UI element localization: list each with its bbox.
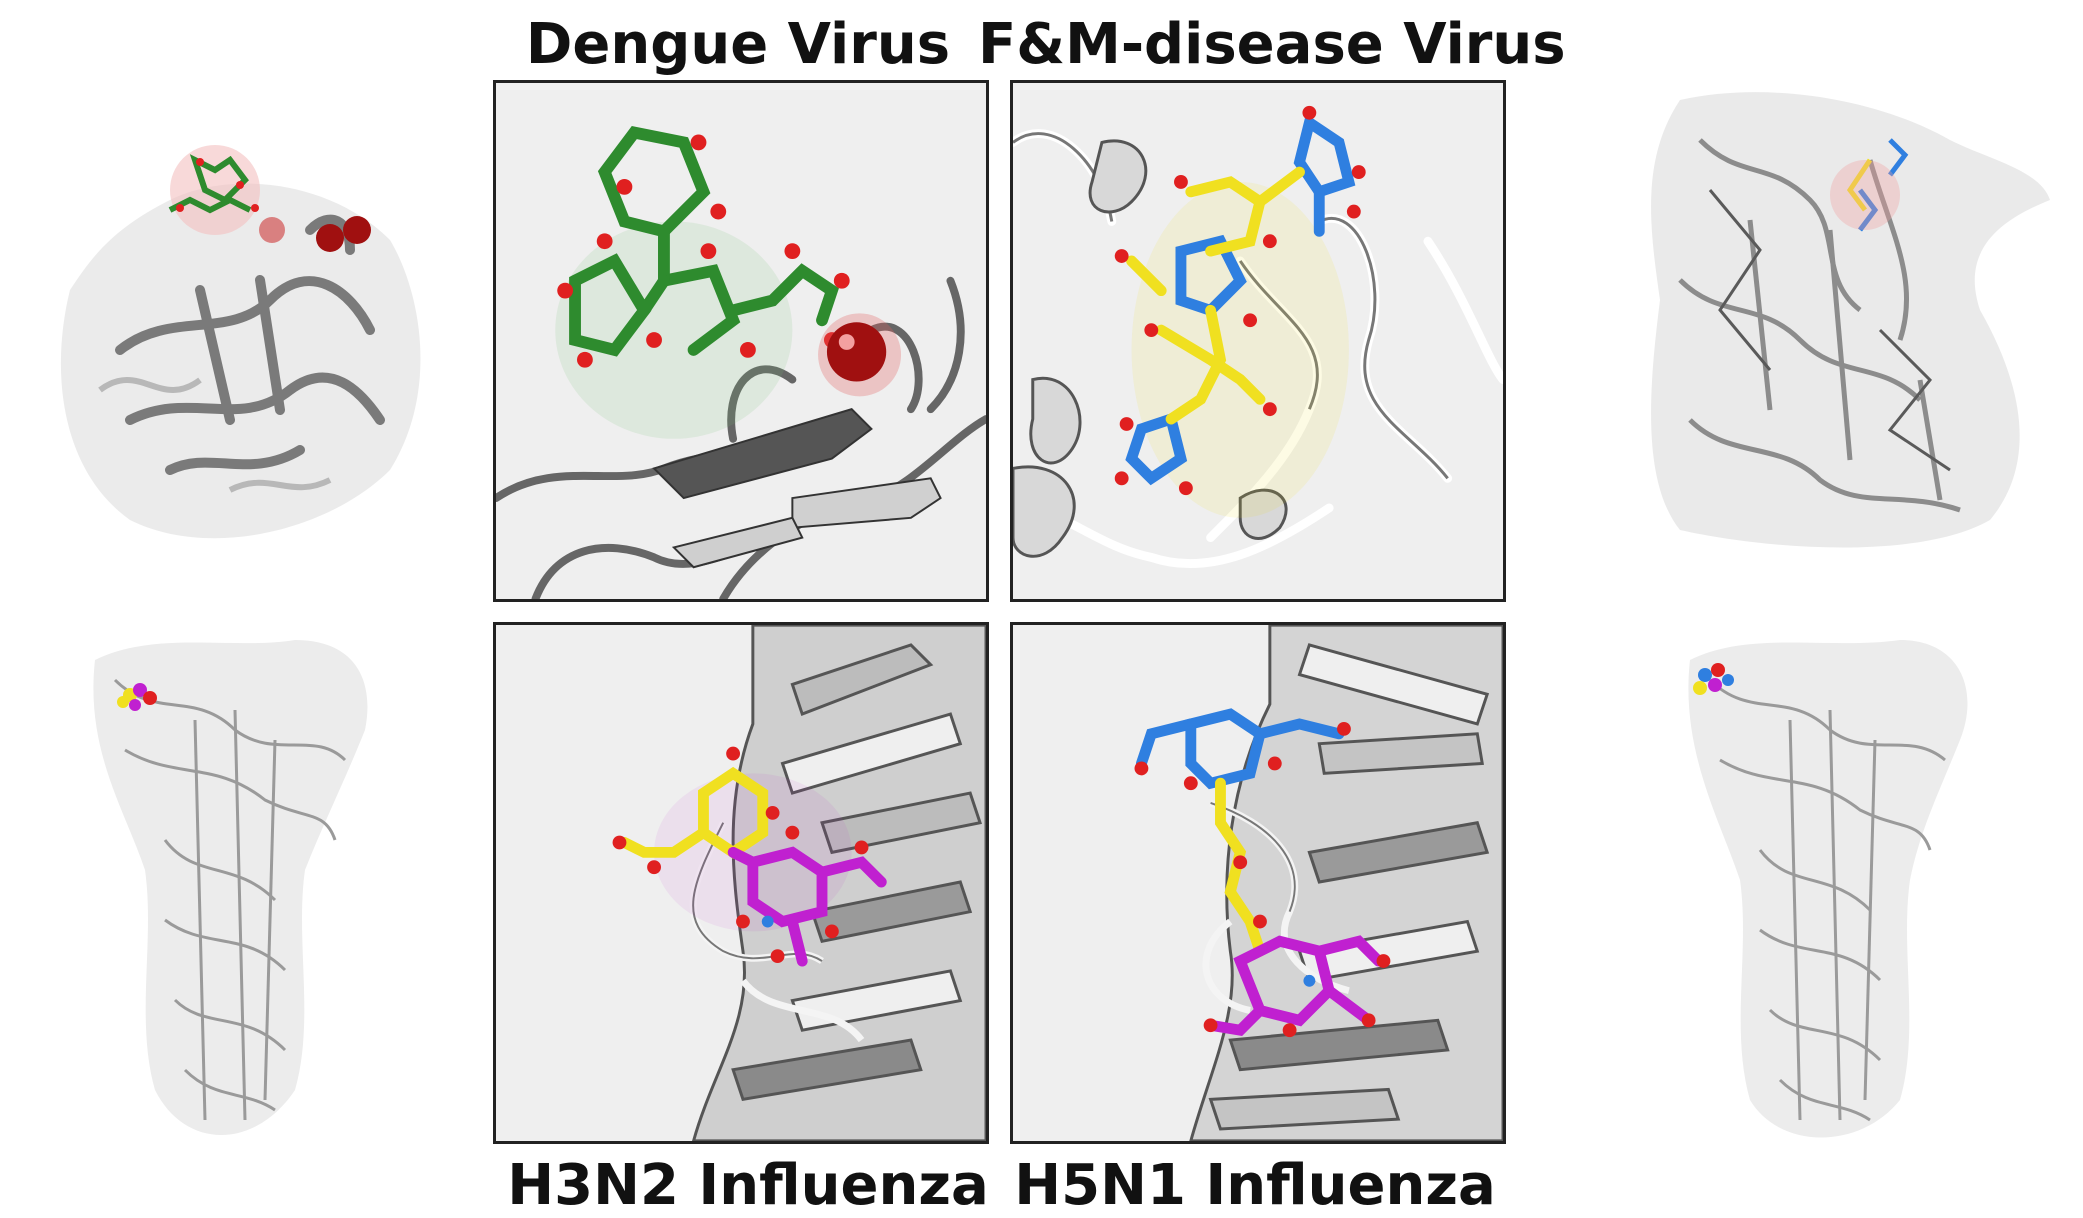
fmdv-overview-structure — [1620, 80, 2060, 560]
title-dengue-virus: Dengue Virus — [525, 12, 951, 77]
dengue-overview-structure — [30, 90, 430, 550]
fmdv-binding-site-panel — [1010, 80, 1506, 602]
h3n2-binding-site-panel — [493, 622, 989, 1144]
dengue-binding-site-panel — [493, 80, 989, 602]
title-h3n2-influenza: H3N2 Influenza — [507, 1153, 989, 1218]
h5n1-binding-site-panel — [1010, 622, 1506, 1144]
h3n2-overview-structure — [75, 620, 385, 1150]
title-fmd-virus: F&M-disease Virus — [978, 12, 1566, 77]
h5n1-overview-structure — [1660, 620, 1990, 1150]
title-h5n1-influenza: H5N1 Influenza — [1014, 1153, 1496, 1218]
